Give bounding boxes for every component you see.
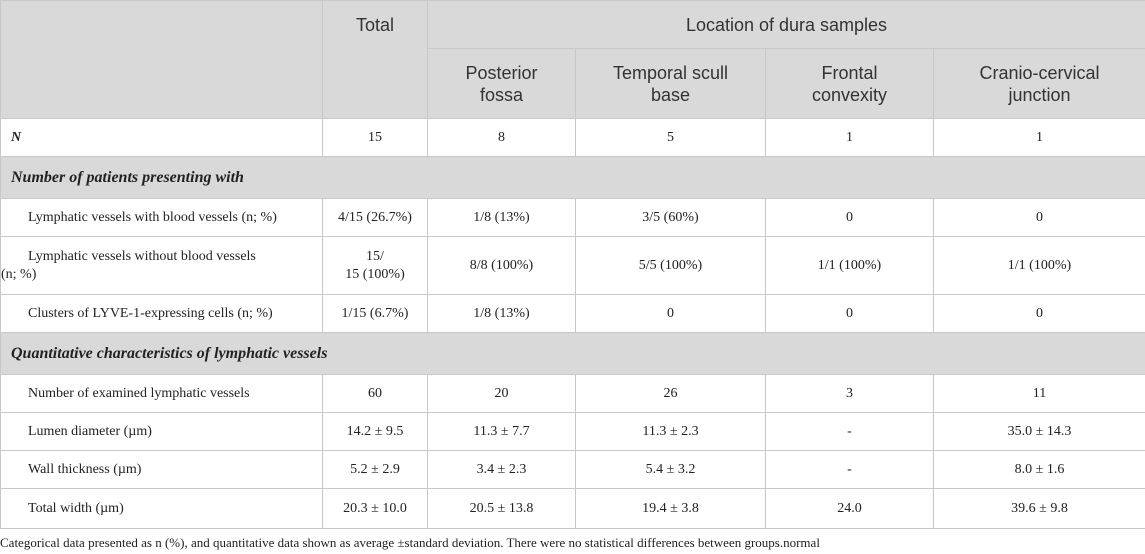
section-title: Number of patients presenting with [0, 156, 1145, 199]
table-cell: 0 [765, 198, 934, 237]
table-cell: 39.6 ± 9.8 [933, 488, 1145, 529]
table-cell: 0 [575, 294, 766, 333]
header-line: base [650, 84, 691, 105]
row-label-line: Lymphatic vessels without blood vessels [28, 248, 256, 264]
row-label: Number of examined lymphatic vessels [0, 374, 323, 413]
table-row-n: N 15 8 5 1 1 [0, 118, 1145, 157]
row-label-line: (n; %) [1, 266, 37, 282]
table-cell: 11.3 ± 2.3 [575, 412, 766, 451]
row-label: Lymphatic vessels with blood vessels (n;… [0, 198, 323, 237]
table-cell: 1/1 (100%) [765, 236, 934, 295]
header-line: junction [1008, 84, 1071, 105]
cell-line: 15 (100%) [345, 266, 405, 282]
table-cell: 5.2 ± 2.9 [322, 450, 428, 489]
table-cell: 19.4 ± 3.8 [575, 488, 766, 529]
header-location-cranio-cervical-junction: Cranio-cervical junction [933, 48, 1145, 119]
table-row: Number of examined lymphatic vessels 60 … [0, 374, 1145, 413]
table-cell: 5/5 (100%) [575, 236, 766, 295]
table-cell: 20.3 ± 10.0 [322, 488, 428, 529]
table-cell: 26 [575, 374, 766, 413]
table-cell: 0 [933, 294, 1145, 333]
row-label: N [0, 118, 323, 157]
row-label: Wall thickness (µm) [0, 450, 323, 489]
table-cell: 1/15 (6.7%) [322, 294, 428, 333]
table-cell: 1/8 (13%) [427, 294, 576, 333]
table-cell: 11.3 ± 7.7 [427, 412, 576, 451]
header-line: Frontal [821, 62, 878, 83]
table-cell: 15/ 15 (100%) [322, 236, 428, 295]
table-cell: 0 [933, 198, 1145, 237]
data-table: Total Location of dura samples Posterior… [0, 0, 1145, 529]
table-cell: 3.4 ± 2.3 [427, 450, 576, 489]
table-cell: 3/5 (60%) [575, 198, 766, 237]
header-blank-cell [0, 0, 323, 119]
table-cell: 35.0 ± 14.3 [933, 412, 1145, 451]
table-cell: - [765, 412, 934, 451]
row-label: Lymphatic vessels without blood vessels … [0, 236, 323, 295]
table-row: Wall thickness (µm) 5.2 ± 2.9 3.4 ± 2.3 … [0, 450, 1145, 489]
header-line: Cranio-cervical [979, 62, 1100, 83]
table-cell: 5 [575, 118, 766, 157]
header-total: Total [322, 0, 428, 119]
header-location-frontal-convexity: Frontal convexity [765, 48, 934, 119]
table-row: Total width (µm) 20.3 ± 10.0 20.5 ± 13.8… [0, 488, 1145, 529]
header-line: fossa [479, 84, 524, 105]
table-cell: 60 [322, 374, 428, 413]
table-row: Clusters of LYVE-1-expressing cells (n; … [0, 294, 1145, 333]
table-cell: 14.2 ± 9.5 [322, 412, 428, 451]
section-title: Quantitative characteristics of lymphati… [0, 332, 1145, 375]
table-row: Lymphatic vessels without blood vessels … [0, 236, 1145, 295]
table-cell: 15 [322, 118, 428, 157]
table-cell: 20.5 ± 13.8 [427, 488, 576, 529]
header-line: convexity [811, 84, 888, 105]
table-row: Lymphatic vessels with blood vessels (n;… [0, 198, 1145, 237]
table-cell: 1 [765, 118, 934, 157]
table-footnote: Categorical data presented as n (%), and… [0, 535, 820, 550]
header-line: Posterior [465, 62, 538, 83]
table-cell: - [765, 450, 934, 489]
row-label: Total width (µm) [0, 488, 323, 529]
table-cell: 3 [765, 374, 934, 413]
table-cell: 8.0 ± 1.6 [933, 450, 1145, 489]
table-cell: 1 [933, 118, 1145, 157]
header-line: Temporal scull [612, 62, 729, 83]
table-cell: 24.0 [765, 488, 934, 529]
table-cell: 11 [933, 374, 1145, 413]
header-location-temporal-scull-base: Temporal scull base [575, 48, 766, 119]
section-header-row: Quantitative characteristics of lymphati… [0, 332, 1145, 375]
table-cell: 1/1 (100%) [933, 236, 1145, 295]
table-cell: 4/15 (26.7%) [322, 198, 428, 237]
header-location-group: Location of dura samples [427, 0, 1145, 49]
table-cell: 0 [765, 294, 934, 333]
table-cell: 8 [427, 118, 576, 157]
row-label: Clusters of LYVE-1-expressing cells (n; … [0, 294, 323, 333]
table-cell: 1/8 (13%) [427, 198, 576, 237]
cell-line: 15/ [366, 248, 384, 264]
section-header-row: Number of patients presenting with [0, 156, 1145, 199]
table-cell: 5.4 ± 3.2 [575, 450, 766, 489]
table-cell: 8/8 (100%) [427, 236, 576, 295]
row-label: Lumen diameter (µm) [0, 412, 323, 451]
table-row: Lumen diameter (µm) 14.2 ± 9.5 11.3 ± 7.… [0, 412, 1145, 451]
header-location-posterior-fossa: Posterior fossa [427, 48, 576, 119]
table-cell: 20 [427, 374, 576, 413]
